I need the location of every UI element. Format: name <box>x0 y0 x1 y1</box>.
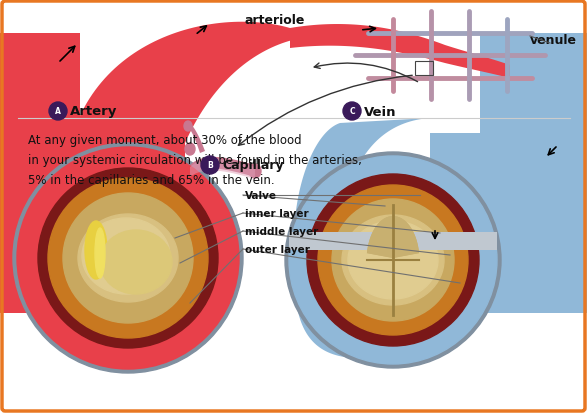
Bar <box>289 233 497 250</box>
Polygon shape <box>190 159 255 180</box>
Polygon shape <box>430 34 587 313</box>
Polygon shape <box>294 119 430 254</box>
Circle shape <box>343 103 361 121</box>
Text: Capillary: Capillary <box>222 159 284 172</box>
Ellipse shape <box>342 216 444 305</box>
Text: 5% in the capillaries and 65% in the vein.: 5% in the capillaries and 65% in the vei… <box>28 173 275 187</box>
Text: Artery: Artery <box>70 105 117 118</box>
Ellipse shape <box>95 228 105 278</box>
Circle shape <box>63 194 193 323</box>
Ellipse shape <box>184 122 192 132</box>
Ellipse shape <box>78 214 178 302</box>
Polygon shape <box>445 46 510 79</box>
Ellipse shape <box>100 230 172 294</box>
Polygon shape <box>190 157 255 178</box>
Text: Vein: Vein <box>364 105 396 118</box>
Text: arteriole: arteriole <box>245 14 305 27</box>
Bar <box>415 62 433 76</box>
Ellipse shape <box>185 144 195 156</box>
Circle shape <box>307 175 479 346</box>
Polygon shape <box>290 25 445 64</box>
Ellipse shape <box>85 221 107 279</box>
Text: At any given moment, about 30% of the blood: At any given moment, about 30% of the bl… <box>28 134 302 147</box>
Polygon shape <box>0 34 185 313</box>
Circle shape <box>201 157 219 175</box>
Circle shape <box>49 103 67 121</box>
Text: in your systemic circulation will be found in the arteries,: in your systemic circulation will be fou… <box>28 154 362 166</box>
Polygon shape <box>188 124 205 154</box>
Text: B: B <box>207 161 213 170</box>
Circle shape <box>17 147 239 369</box>
Text: middle layer: middle layer <box>245 226 318 236</box>
Polygon shape <box>294 134 488 358</box>
Polygon shape <box>540 109 562 194</box>
Ellipse shape <box>82 218 170 294</box>
Circle shape <box>13 144 243 373</box>
Circle shape <box>289 157 497 364</box>
Circle shape <box>285 153 501 368</box>
Polygon shape <box>367 216 419 259</box>
Text: C: C <box>349 107 355 116</box>
Ellipse shape <box>249 165 261 178</box>
Text: Valve: Valve <box>245 190 277 201</box>
Text: venule: venule <box>530 34 577 47</box>
Polygon shape <box>367 216 419 259</box>
Circle shape <box>332 199 454 321</box>
Polygon shape <box>70 23 360 144</box>
Circle shape <box>38 169 218 348</box>
Text: inner layer: inner layer <box>245 209 309 218</box>
Ellipse shape <box>348 221 438 299</box>
Circle shape <box>318 185 468 335</box>
Circle shape <box>48 178 208 338</box>
Polygon shape <box>510 63 550 114</box>
Text: outer layer: outer layer <box>245 244 310 254</box>
Text: A: A <box>55 107 61 116</box>
